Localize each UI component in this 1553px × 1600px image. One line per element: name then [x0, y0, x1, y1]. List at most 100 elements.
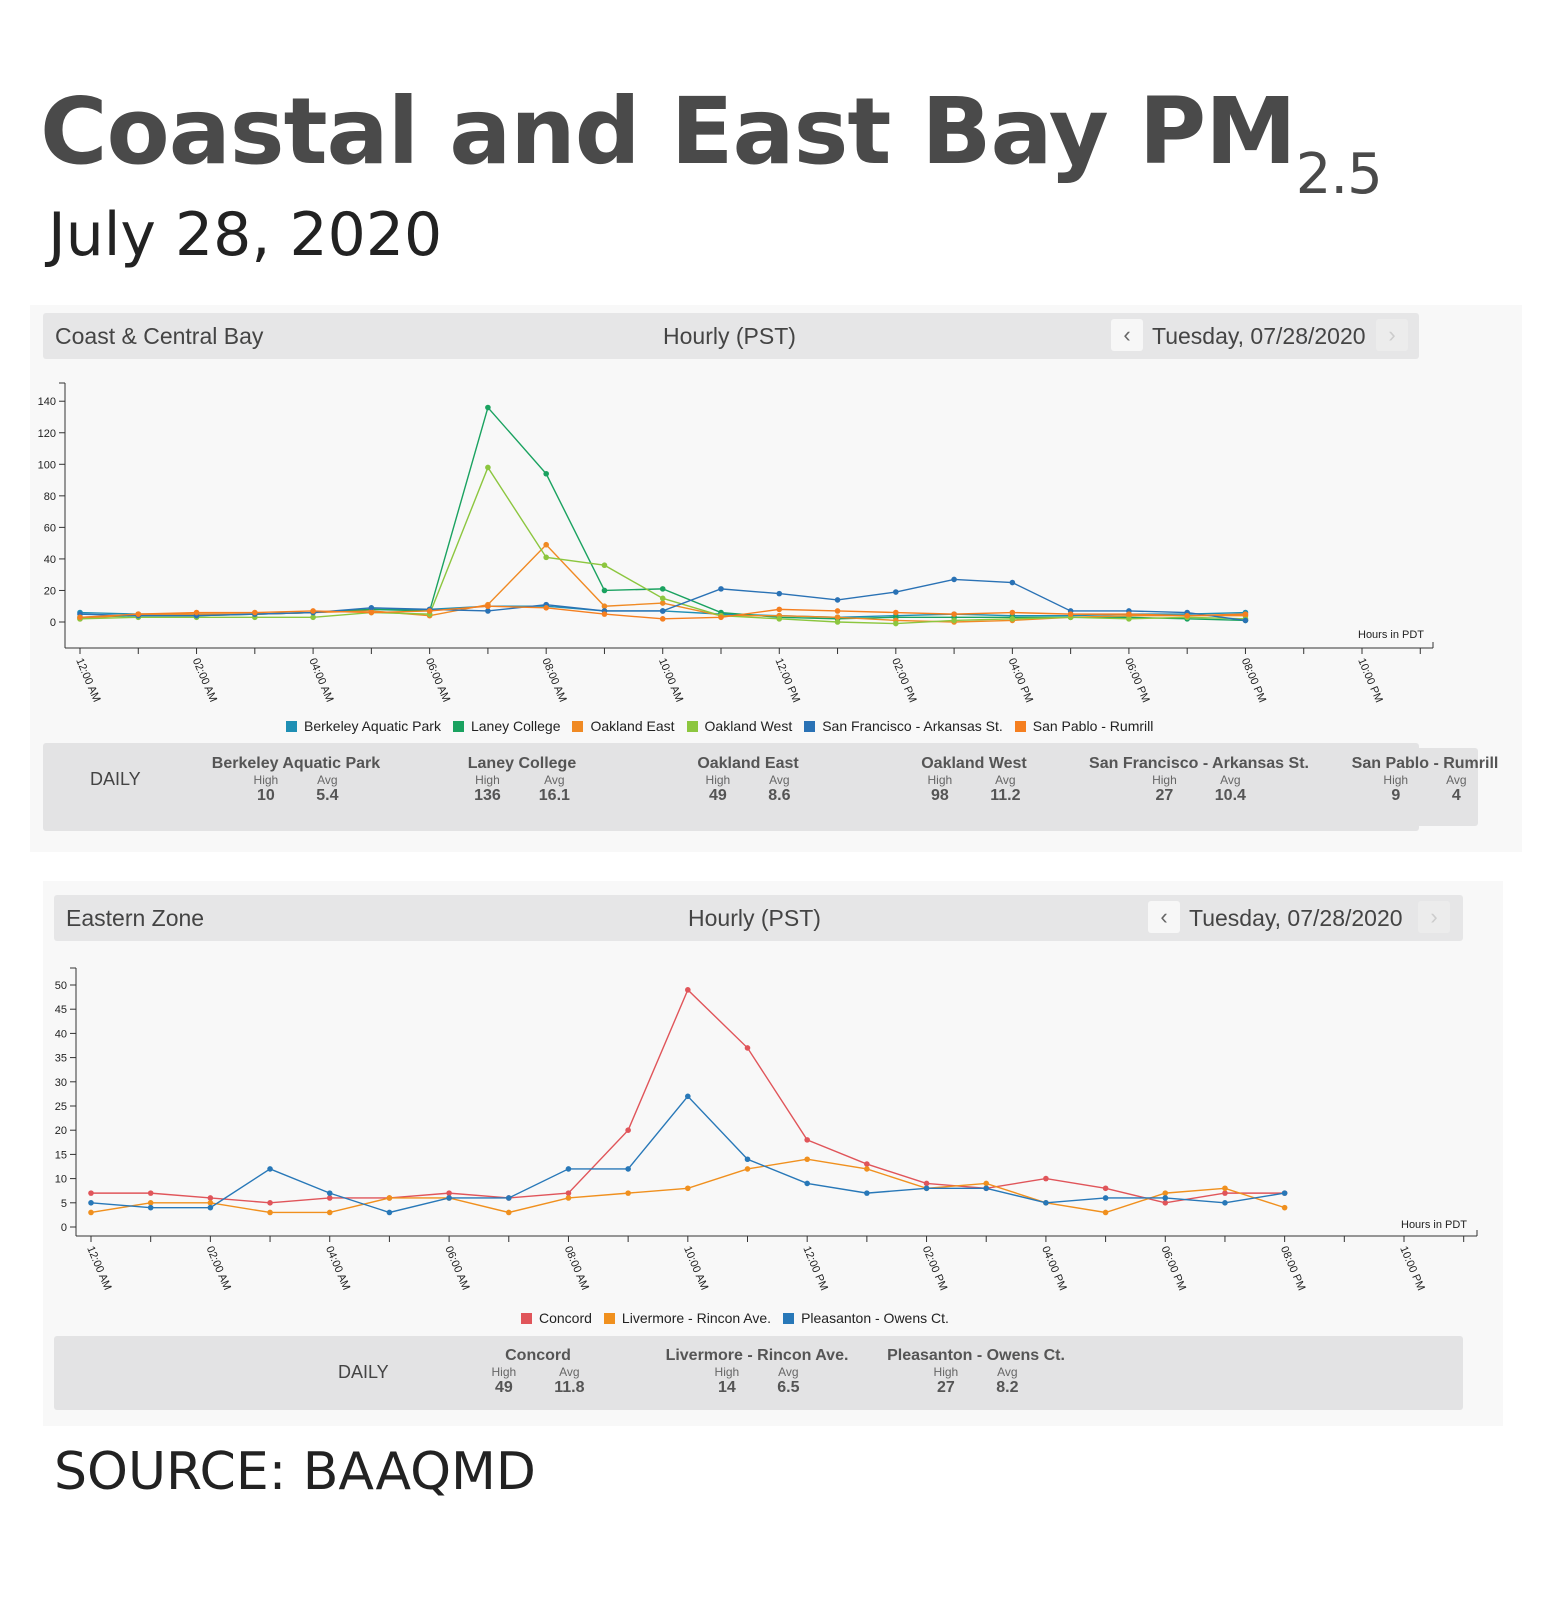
data-point: [601, 603, 608, 610]
stat-high: High 27: [1152, 773, 1177, 805]
legend-label: San Francisco - Arkansas St.: [822, 718, 1003, 734]
data-point: [1102, 1209, 1109, 1216]
station-daily-stat: San Pablo - Rumrill High 9 Avg 4: [1315, 755, 1535, 805]
data-point: [485, 603, 491, 610]
high-label: High: [1383, 773, 1409, 787]
y-tick-label: 140: [38, 396, 56, 408]
high-value: 10: [256, 787, 275, 804]
chevron-right-icon[interactable]: ›: [1418, 901, 1450, 933]
legend-swatch: [686, 721, 698, 732]
data-point: [1222, 1200, 1228, 1206]
legend-item[interactable]: Concord: [521, 1310, 592, 1326]
data-point: [147, 1204, 154, 1211]
legend-label: Livermore - Rincon Ave.: [621, 1310, 772, 1326]
data-point: [601, 562, 608, 569]
data-point: [207, 1204, 214, 1211]
frequency-label: Hourly (PST): [663, 323, 796, 349]
y-tick-label: 15: [55, 1149, 67, 1161]
zone-title: Eastern Zone: [66, 905, 205, 931]
data-point: [207, 1200, 214, 1206]
high-label: High: [1152, 773, 1177, 787]
data-point: [834, 608, 841, 614]
legend-swatch: [572, 721, 584, 732]
data-point: [326, 1190, 333, 1196]
stat-avg: Avg 16.1: [539, 773, 570, 805]
data-point: [744, 1166, 751, 1172]
station-daily-stat: Pleasanton - Owens Ct. High 27 Avg 8.2: [866, 1347, 1086, 1397]
legend-item[interactable]: Laney College: [452, 718, 560, 734]
chevron-right-icon[interactable]: ›: [1376, 319, 1408, 351]
data-point: [601, 587, 608, 594]
data-point: [426, 608, 433, 614]
stat-avg: Avg 4: [1446, 773, 1466, 805]
data-point: [659, 586, 666, 592]
daily-label: DAILY: [90, 769, 141, 789]
avg-label: Avg: [995, 773, 1016, 787]
coast-legend: Berkeley Aquatic Park Laney College Oaklan…: [286, 718, 1165, 734]
high-label: High: [475, 773, 500, 787]
data-point: [659, 595, 666, 602]
page-title: Coastal and East Bay PM2.5: [40, 78, 1383, 207]
stat-high: High 49: [492, 1365, 517, 1397]
avg-value: 11.8: [554, 1379, 585, 1396]
data-point: [326, 1209, 333, 1216]
chevron-left-icon[interactable]: ‹: [1111, 319, 1143, 351]
data-point: [1242, 611, 1249, 617]
eastern-daily-summary: DAILY: [54, 1336, 1463, 1410]
data-point: [267, 1209, 273, 1216]
legend-item[interactable]: Livermore - Rincon Ave.: [603, 1310, 772, 1326]
legend-item[interactable]: Oakland West: [686, 718, 793, 734]
station-name: Oakland West: [921, 755, 1027, 772]
data-point: [565, 1190, 572, 1196]
date-selector[interactable]: Tuesday, 07/28/2020: [1152, 323, 1366, 349]
x-tick-label: 08:00 AM: [562, 1244, 591, 1291]
legend-item[interactable]: Berkeley Aquatic Park: [286, 718, 441, 734]
frequency-label: Hourly (PST): [688, 905, 821, 931]
data-point: [659, 608, 666, 614]
date-selector[interactable]: Tuesday, 07/28/2020: [1189, 905, 1403, 931]
series-1: [88, 1156, 1288, 1216]
station-daily-stat: San Francisco - Arkansas St. High 27 Avg 10.…: [1089, 755, 1309, 805]
avg-value: 5.4: [316, 787, 339, 804]
stat-avg: Avg 5.4: [316, 773, 338, 805]
legend-item[interactable]: Oakland East: [572, 718, 675, 734]
data-point: [776, 590, 783, 597]
y-tick-label: 100: [38, 459, 56, 471]
data-point: [1126, 616, 1132, 622]
legend-swatch: [452, 721, 464, 732]
legend-item[interactable]: San Francisco - Arkansas St.: [804, 718, 1003, 734]
data-point: [1242, 617, 1249, 624]
coast-daily-summary: DAILY: [43, 743, 1419, 831]
data-point: [923, 1180, 930, 1187]
x-tick-label: 02:00 PM: [920, 1244, 949, 1292]
data-point: [864, 1161, 870, 1167]
y-tick-label: 40: [44, 554, 56, 566]
legend-label: Berkeley Aquatic Park: [304, 718, 441, 734]
x-tick-label: 12:00 AM: [84, 1244, 113, 1291]
data-point: [659, 616, 666, 622]
station-name: Livermore - Rincon Ave.: [665, 1347, 849, 1364]
legend-label: Oakland West: [704, 718, 793, 734]
y-tick-label: 50: [55, 980, 67, 992]
high-label: High: [714, 1365, 740, 1379]
x-tick-label: 08:00 PM: [1278, 1244, 1307, 1292]
legend-item[interactable]: San Pablo - Rumrill: [1014, 718, 1153, 734]
y-tick-label: 25: [55, 1101, 67, 1113]
data-point: [685, 1185, 691, 1192]
chevron-left-icon[interactable]: ‹: [1148, 901, 1180, 933]
high-value: 136: [474, 787, 501, 804]
data-point: [267, 1200, 273, 1206]
data-point: [193, 609, 200, 616]
data-point: [1126, 611, 1132, 617]
y-tick-label: 60: [44, 522, 56, 534]
data-point: [267, 1166, 273, 1172]
legend-label: Pleasanton - Owens Ct.: [801, 1310, 949, 1326]
y-tick-label: 20: [55, 1125, 67, 1137]
x-tick-label: 04:00 PM: [1039, 1244, 1068, 1292]
data-point: [893, 589, 899, 595]
data-point: [951, 576, 957, 583]
data-point: [446, 1195, 452, 1201]
legend-item[interactable]: Pleasanton - Owens Ct.: [783, 1310, 949, 1326]
data-point: [505, 1195, 512, 1201]
legend-swatch: [1014, 721, 1026, 732]
